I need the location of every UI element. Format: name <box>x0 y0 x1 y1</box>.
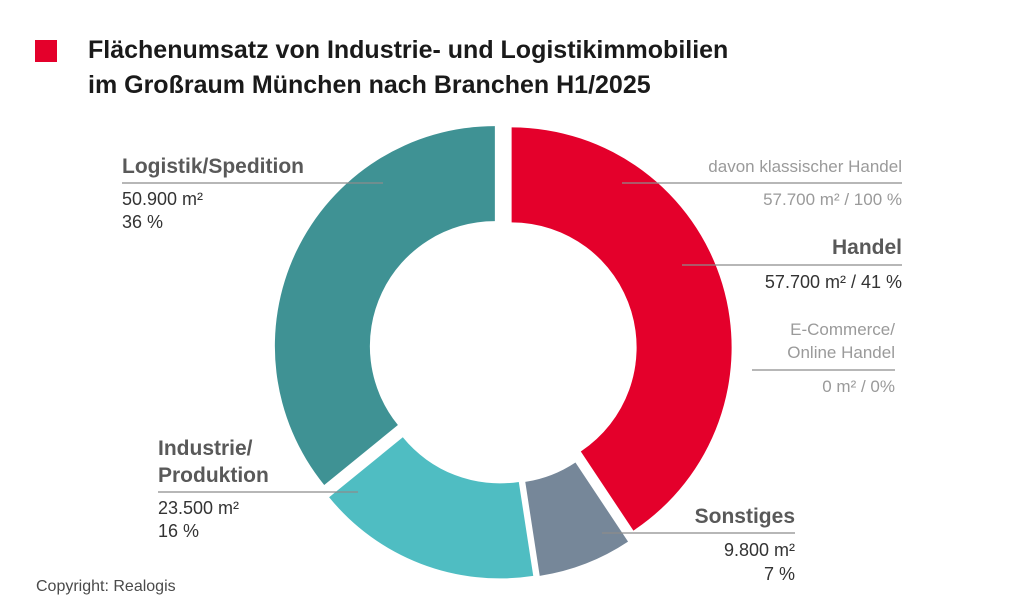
sonstiges-share: 7 % <box>764 564 795 584</box>
chart-title: Flächenumsatz von Industrie- und Logisti… <box>88 33 728 103</box>
ecommerce-label-line1: E-Commerce/ <box>790 320 895 339</box>
donut-slices <box>274 126 732 579</box>
industrie-share: 16 % <box>158 521 199 541</box>
industrie-label-line1: Industrie/ <box>158 437 253 460</box>
handel-value: 57.700 m² / 41 % <box>765 272 902 292</box>
klassischer-handel-value: 57.700 m² / 100 % <box>763 190 902 209</box>
sonstiges-area: 9.800 m² <box>724 540 795 560</box>
ecommerce-label-line2: Online Handel <box>787 343 895 362</box>
title-marker <box>35 40 57 62</box>
industrie-label-line2: Produktion <box>158 464 269 487</box>
industrie-area: 23.500 m² <box>158 498 239 518</box>
klassischer-handel-label: davon klassischer Handel <box>708 157 902 176</box>
logistik-area: 50.900 m² <box>122 189 203 209</box>
logistik-label: Logistik/Spedition <box>122 155 304 178</box>
ecommerce-value: 0 m² / 0% <box>822 377 895 396</box>
handel-label: Handel <box>832 236 902 259</box>
donut-slice-sonstiges <box>525 462 629 576</box>
logistik-share: 36 % <box>122 212 163 232</box>
donut-slice-industrie-produktion <box>329 437 534 579</box>
chart-title-line1: Flächenumsatz von Industrie- und Logisti… <box>88 36 729 64</box>
donut-slice-handel <box>511 127 732 531</box>
donut-slice-logistik-spedition <box>274 126 495 485</box>
sonstiges-label: Sonstiges <box>695 505 795 528</box>
copyright-note: Copyright: Realogis <box>36 578 176 595</box>
chart-title-line2: im Großraum München nach Branchen H1/202… <box>88 71 651 99</box>
